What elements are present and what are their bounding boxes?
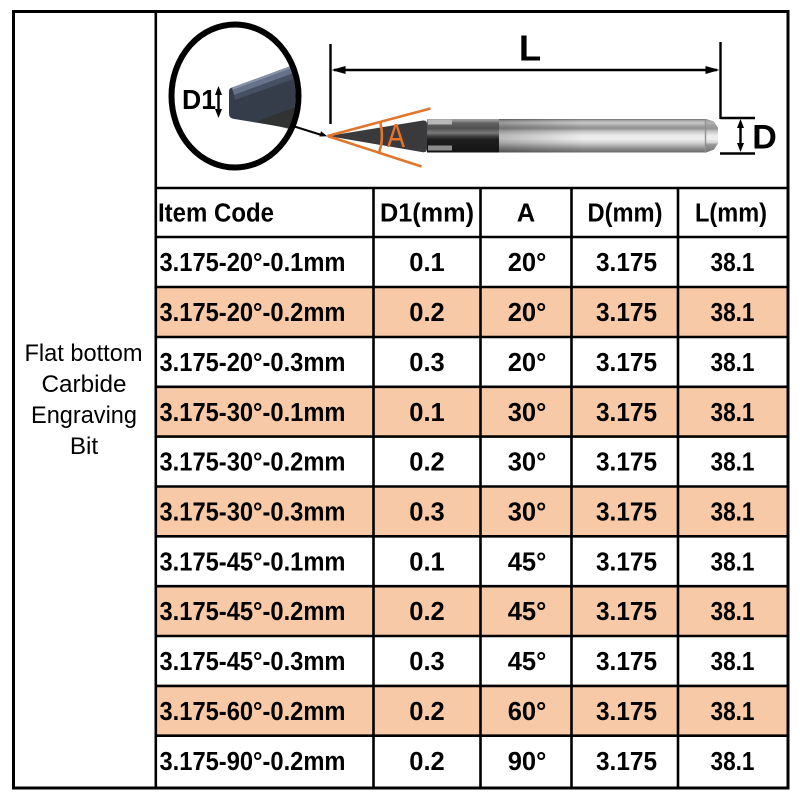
svg-text:3.175-30°-0.3mm: 3.175-30°-0.3mm — [160, 499, 346, 527]
svg-text:3.175: 3.175 — [596, 748, 657, 776]
svg-text:3.175-30°-0.1mm: 3.175-30°-0.1mm — [160, 399, 346, 427]
svg-text:38.1: 38.1 — [711, 499, 755, 527]
svg-text:3.175: 3.175 — [596, 499, 657, 527]
svg-text:38.1: 38.1 — [711, 648, 755, 676]
svg-text:38.1: 38.1 — [711, 299, 755, 327]
svg-text:3.175-60°-0.2mm: 3.175-60°-0.2mm — [160, 698, 346, 726]
svg-text:20°: 20° — [508, 299, 547, 327]
svg-text:0.2: 0.2 — [409, 449, 444, 477]
svg-text:Bit: Bit — [70, 433, 99, 460]
svg-text:D(mm): D(mm) — [588, 200, 663, 228]
svg-text:38.1: 38.1 — [711, 748, 755, 776]
svg-text:3.175-45°-0.2mm: 3.175-45°-0.2mm — [160, 598, 346, 626]
svg-text:38.1: 38.1 — [711, 399, 755, 427]
svg-text:Item Code: Item Code — [158, 200, 274, 228]
svg-text:3.175: 3.175 — [596, 648, 657, 676]
svg-text:30°: 30° — [508, 499, 547, 527]
svg-text:3.175: 3.175 — [596, 548, 657, 576]
svg-text:3.175-90°-0.2mm: 3.175-90°-0.2mm — [160, 748, 346, 776]
svg-text:3.175: 3.175 — [596, 399, 657, 427]
svg-text:3.175: 3.175 — [596, 349, 657, 377]
svg-text:0.1: 0.1 — [409, 249, 444, 277]
svg-text:3.175-30°-0.2mm: 3.175-30°-0.2mm — [160, 449, 346, 477]
svg-text:3.175-20°-0.3mm: 3.175-20°-0.3mm — [160, 349, 346, 377]
svg-text:D: D — [752, 119, 777, 157]
svg-text:0.2: 0.2 — [409, 748, 444, 776]
svg-text:L: L — [519, 27, 541, 68]
svg-text:45°: 45° — [508, 548, 547, 576]
svg-text:0.2: 0.2 — [409, 299, 444, 327]
svg-text:D1(mm): D1(mm) — [380, 200, 474, 228]
svg-text:38.1: 38.1 — [711, 349, 755, 377]
svg-text:38.1: 38.1 — [711, 548, 755, 576]
svg-text:3.175: 3.175 — [596, 598, 657, 626]
svg-text:L(mm): L(mm) — [695, 200, 767, 228]
svg-text:0.1: 0.1 — [409, 399, 444, 427]
svg-text:20°: 20° — [508, 349, 547, 377]
svg-text:3.175: 3.175 — [596, 698, 657, 726]
svg-text:45°: 45° — [508, 648, 547, 676]
svg-text:20°: 20° — [508, 249, 547, 277]
svg-text:D1: D1 — [182, 84, 216, 115]
svg-text:3.175-45°-0.3mm: 3.175-45°-0.3mm — [160, 648, 346, 676]
svg-text:3.175-20°-0.2mm: 3.175-20°-0.2mm — [160, 299, 346, 327]
svg-text:A: A — [387, 117, 405, 154]
svg-text:60°: 60° — [508, 698, 547, 726]
svg-text:0.3: 0.3 — [409, 648, 444, 676]
svg-text:90°: 90° — [508, 748, 547, 776]
svg-text:A: A — [517, 200, 535, 228]
svg-text:0.2: 0.2 — [409, 598, 444, 626]
svg-text:3.175: 3.175 — [596, 299, 657, 327]
svg-text:38.1: 38.1 — [711, 249, 755, 277]
svg-text:3.175: 3.175 — [596, 249, 657, 277]
svg-text:Engraving: Engraving — [31, 402, 137, 429]
svg-text:3.175-45°-0.1mm: 3.175-45°-0.1mm — [160, 548, 346, 576]
svg-text:38.1: 38.1 — [711, 449, 755, 477]
svg-text:0.3: 0.3 — [409, 499, 444, 527]
svg-text:Carbide: Carbide — [41, 371, 126, 398]
svg-text:30°: 30° — [508, 399, 547, 427]
svg-text:38.1: 38.1 — [711, 698, 755, 726]
svg-text:0.1: 0.1 — [409, 548, 444, 576]
svg-text:0.3: 0.3 — [409, 349, 444, 377]
svg-text:3.175-20°-0.1mm: 3.175-20°-0.1mm — [160, 249, 346, 277]
svg-text:3.175: 3.175 — [596, 449, 657, 477]
svg-text:38.1: 38.1 — [711, 598, 755, 626]
svg-text:30°: 30° — [508, 449, 547, 477]
svg-text:0.2: 0.2 — [409, 698, 444, 726]
svg-text:Flat bottom: Flat bottom — [25, 340, 143, 367]
svg-text:45°: 45° — [508, 598, 547, 626]
